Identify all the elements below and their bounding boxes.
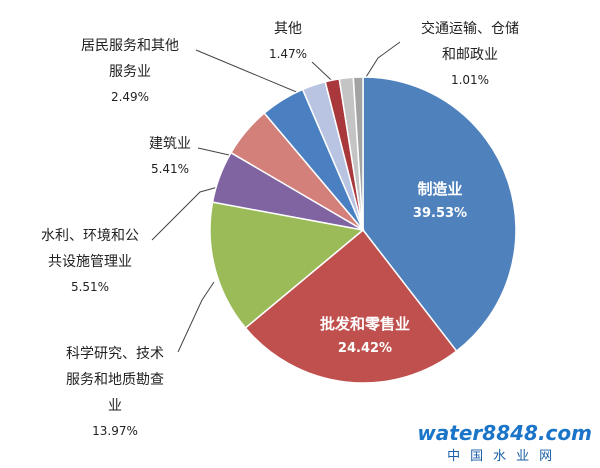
value-label: 1.01% [450, 73, 490, 87]
value-label: 5.51% [70, 280, 110, 294]
value-label: 39.53% [412, 206, 468, 221]
value-label: 5.41% [150, 162, 190, 176]
category-label: 批发和零售业 [319, 315, 410, 333]
category-label: 其他 [274, 21, 302, 37]
value-label: 2.49% [110, 90, 150, 104]
leader-line [177, 281, 215, 353]
pie-slice [244, 228, 458, 384]
slice-label: 建筑业 5.41% [118, 131, 222, 181]
category-label: 交通运输、仓储和邮政业 [421, 21, 519, 63]
category-label: 居民服务和其他服务业 [81, 38, 179, 80]
slices [209, 76, 517, 384]
value-label: 13.97% [92, 424, 138, 438]
category-label: 水利、环境和公共设施管理业 [41, 228, 139, 270]
slice-label: 交通运输、仓储和邮政业 1.01% [418, 16, 522, 92]
pie-slice [352, 76, 364, 231]
slice-label: 居民服务和其他服务业 2.49% [78, 33, 182, 109]
watermark-sub: 中国水业网 [447, 449, 563, 464]
watermark-brand: water8848.com [417, 421, 592, 445]
pie-slice [209, 201, 365, 329]
category-label: 制造业 [417, 180, 463, 198]
value-label: 1.47% [268, 47, 308, 61]
category-label: 建筑业 [149, 136, 191, 152]
pie-slice [362, 76, 517, 353]
leader-line [151, 186, 219, 241]
value-label: 24.42% [337, 341, 393, 356]
slice-label: 制造业 39.53% [388, 176, 492, 226]
watermark: water8848.com 中国水业网 [417, 421, 592, 464]
slice-label: 批发和零售业 24.42% [313, 311, 417, 361]
slice-label: 科学研究、技术服务和地质勘查业 13.97% [63, 341, 167, 443]
slice-label: 其他 1.47% [236, 16, 340, 66]
category-label: 科学研究、技术服务和地质勘查业 [66, 346, 164, 414]
slice-label: 水利、环境和公共设施管理业 5.51% [38, 223, 142, 299]
